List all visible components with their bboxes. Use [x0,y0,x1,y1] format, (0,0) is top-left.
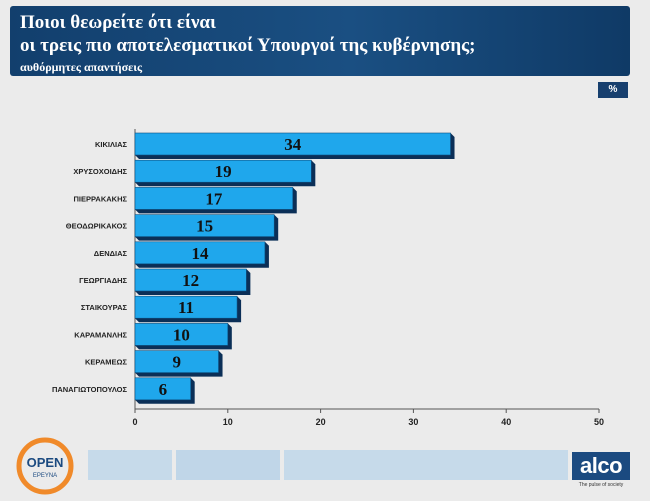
bar [134,350,219,373]
bar [134,268,247,292]
value-label: 15 [196,217,213,236]
category-label: ΓΕΩΡΓΙΑΔΗΣ [79,276,127,285]
value-label: 6 [159,380,168,399]
bar [134,132,451,156]
x-tick-label: 10 [223,417,233,427]
value-label: 9 [173,353,182,372]
value-label: 12 [182,271,199,290]
category-label: ΧΡΥΣΟΧΟΙΔΗΣ [73,167,127,176]
x-tick-label: 40 [501,417,511,427]
category-label: ΚΙΚΙΛΙΑΣ [95,140,128,149]
alco-logo: alco [572,452,630,480]
open-logo-text: OPEN [27,455,64,470]
value-label: 17 [205,189,223,208]
category-label: ΘΕΟΔΩΡΙΚΑΚΟΣ [66,222,128,231]
unit-badge: % [598,82,628,98]
bar [134,214,275,237]
alco-tagline: The pulse of society [578,482,624,488]
open-erevna-logo: OPEN ΕΡΕΥΝΑ [16,437,74,495]
category-label: ΠΑΝΑΓΙΩΤΟΠΟΥΛΟΣ [52,385,128,394]
chart-subtitle: αυθόρμητες απαντήσεις [20,60,143,74]
x-tick-label: 20 [316,417,326,427]
chart-title-line-1: Ποιοι θεωρείτε ότι είναι [20,12,216,33]
value-label: 14 [191,244,209,263]
category-label: ΣΤΑΙΚΟΥΡΑΣ [81,303,128,312]
bar [134,377,191,401]
x-tick-label: 30 [408,417,418,427]
value-label: 11 [178,298,194,317]
value-label: 19 [215,162,232,181]
chart-header: Ποιοι θεωρείτε ότι είναι οι τρεις πιο απ… [10,6,630,76]
bar [134,323,229,346]
footer-stripe-3 [284,450,568,480]
bar [134,241,266,265]
x-tick-label: 50 [594,417,604,427]
bar [134,159,312,183]
bar [134,295,238,319]
value-label: 10 [173,325,190,344]
footer-stripe-1 [88,450,172,480]
category-label: ΠΙΕΡΡΑΚΑΚΗΣ [73,194,127,203]
bar [134,187,294,210]
category-label: ΔΕΝΔΙΑΣ [94,249,128,258]
value-label: 34 [284,135,302,154]
footer-stripe-2 [176,450,280,480]
category-label: ΚΕΡΑΜΕΩΣ [85,358,128,367]
erevna-logo-text: ΕΡΕΥΝΑ [33,473,57,479]
category-label: ΚΑΡΑΜΑΝΛΗΣ [74,330,127,339]
x-tick-label: 0 [132,417,137,427]
chart-title-line-2: οι τρεις πιο αποτελεσματικοί Υπουργοί τη… [20,35,476,56]
